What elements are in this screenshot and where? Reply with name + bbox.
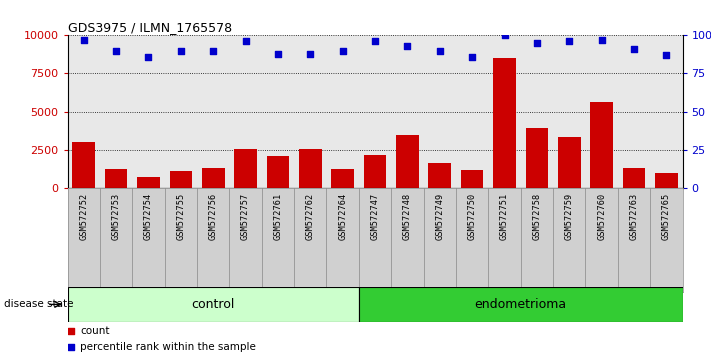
Text: GDS3975 / ILMN_1765578: GDS3975 / ILMN_1765578 bbox=[68, 21, 232, 34]
Bar bbox=[202, 168, 225, 188]
Bar bbox=[525, 128, 548, 188]
Point bbox=[272, 142, 283, 148]
Bar bbox=[299, 149, 321, 188]
Point bbox=[110, 48, 122, 53]
Text: endometrioma: endometrioma bbox=[475, 298, 567, 311]
Text: GSM572759: GSM572759 bbox=[565, 193, 574, 240]
Point bbox=[661, 52, 672, 58]
Bar bbox=[364, 155, 386, 188]
Point bbox=[143, 54, 154, 59]
Bar bbox=[461, 170, 483, 188]
Point bbox=[499, 33, 510, 38]
Point bbox=[175, 48, 186, 53]
Bar bbox=[558, 137, 581, 188]
Point bbox=[272, 284, 283, 290]
Text: GSM572749: GSM572749 bbox=[435, 193, 444, 240]
Point bbox=[272, 51, 284, 57]
Text: percentile rank within the sample: percentile rank within the sample bbox=[80, 342, 256, 352]
Bar bbox=[429, 163, 451, 188]
Text: disease state: disease state bbox=[4, 299, 73, 309]
Text: GSM572765: GSM572765 bbox=[662, 193, 671, 240]
Bar bbox=[396, 135, 419, 188]
Bar bbox=[493, 58, 516, 188]
Text: GSM572756: GSM572756 bbox=[209, 193, 218, 240]
Text: GSM572755: GSM572755 bbox=[176, 193, 186, 240]
Bar bbox=[137, 177, 160, 188]
Point bbox=[78, 37, 90, 43]
Bar bbox=[169, 171, 192, 188]
Bar bbox=[359, 287, 683, 322]
Point bbox=[337, 48, 348, 53]
Bar bbox=[73, 142, 95, 188]
Text: count: count bbox=[80, 326, 109, 336]
Point bbox=[370, 39, 381, 44]
Text: GSM572753: GSM572753 bbox=[112, 193, 121, 240]
Text: GSM572758: GSM572758 bbox=[533, 193, 541, 240]
Text: GSM572757: GSM572757 bbox=[241, 193, 250, 240]
Text: control: control bbox=[191, 298, 235, 311]
Text: GSM572764: GSM572764 bbox=[338, 193, 347, 240]
Text: GSM572761: GSM572761 bbox=[274, 193, 282, 240]
Point bbox=[304, 51, 316, 57]
Bar bbox=[105, 169, 127, 188]
Bar bbox=[623, 168, 646, 188]
Point bbox=[564, 39, 575, 44]
Point bbox=[596, 37, 607, 43]
Text: GSM572747: GSM572747 bbox=[370, 193, 380, 240]
Point bbox=[240, 39, 251, 44]
Bar bbox=[234, 149, 257, 188]
Text: GSM572762: GSM572762 bbox=[306, 193, 315, 240]
Text: GSM572750: GSM572750 bbox=[468, 193, 476, 240]
Bar bbox=[267, 156, 289, 188]
Text: GSM572763: GSM572763 bbox=[629, 193, 638, 240]
Text: GSM572760: GSM572760 bbox=[597, 193, 606, 240]
Point bbox=[629, 46, 640, 52]
Bar bbox=[655, 173, 678, 188]
Text: GSM572748: GSM572748 bbox=[403, 193, 412, 240]
Point bbox=[434, 48, 446, 53]
Text: GSM572751: GSM572751 bbox=[500, 193, 509, 240]
Text: GSM572752: GSM572752 bbox=[79, 193, 88, 240]
Bar bbox=[590, 102, 613, 188]
Point bbox=[208, 48, 219, 53]
Bar bbox=[68, 287, 359, 322]
Point bbox=[531, 40, 542, 46]
Point bbox=[402, 43, 413, 49]
Bar bbox=[331, 169, 354, 188]
Point bbox=[466, 54, 478, 59]
Text: GSM572754: GSM572754 bbox=[144, 193, 153, 240]
